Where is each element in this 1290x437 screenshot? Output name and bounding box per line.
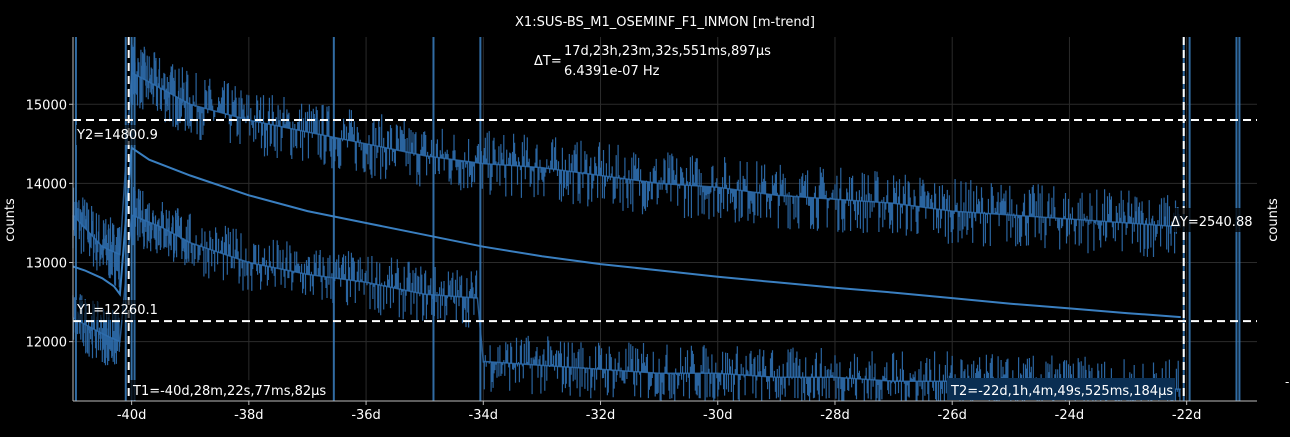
right-tick-mark: - (1285, 375, 1289, 389)
y-tick-label: 14000 (26, 177, 67, 192)
t2-cursor-label: T2=-22d,1h,4m,49s,525ms,184μs (950, 384, 1173, 399)
y-tick-label: 13000 (26, 257, 67, 272)
y1-cursor-label: Y1=12260.1 (76, 303, 158, 318)
x-tick-label: -28d (820, 408, 850, 423)
y-tick-label: 12000 (26, 336, 67, 351)
x-tick-label: -30d (703, 408, 733, 423)
series-line-max (72, 71, 1181, 256)
delta-t-prefix: ΔT= (534, 54, 562, 69)
delta-t-value: 17d,23h,23m,32s,551ms,897μs (564, 44, 771, 59)
series-line-mean (72, 146, 1181, 319)
x-tick-label: -26d (937, 408, 967, 423)
delta-y-label: ΔY=2540.88 (1171, 215, 1253, 230)
t1-cursor-label: T1=-40d,28m,22s,77ms,82μs (132, 384, 326, 399)
y-tick-label: 15000 (26, 98, 67, 113)
delta-t-frequency: 6.4391e-07 Hz (564, 64, 660, 79)
y-axis-label-right: counts (1266, 198, 1281, 242)
y2-cursor-label: Y2=14800.9 (76, 128, 158, 143)
y-axis-label-left: counts (3, 198, 18, 242)
x-tick-label: -22d (1172, 408, 1202, 423)
x-tick-label: -24d (1055, 408, 1085, 423)
chart-title: X1:SUS-BS_M1_OSEMINF_F1_INMON [m-trend] (515, 15, 815, 30)
x-tick-label: -40d (117, 408, 147, 423)
x-tick-label: -34d (469, 408, 499, 423)
series-group (72, 42, 1181, 401)
x-tick-label: -38d (234, 408, 264, 423)
axes: -40d -38d -36d -34d -32d -30d -28d -26d -24d -22d… (26, 37, 1257, 423)
x-tick-label: -36d (351, 408, 381, 423)
x-tick-label: -32d (586, 408, 616, 423)
